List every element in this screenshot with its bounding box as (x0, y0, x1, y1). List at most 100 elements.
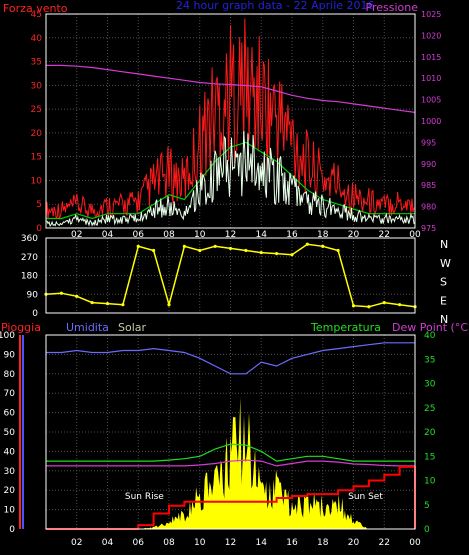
wind-y-tick: 0 (36, 224, 42, 234)
x-tick-label: 00 (409, 538, 421, 548)
wind-direction-point (367, 305, 371, 309)
wind-left-axis: 0 5 10 15 20 25 30 35 40 45 (31, 10, 43, 234)
x-tick-label: 06 (133, 538, 145, 548)
climate-y-tick: 80 (4, 370, 16, 380)
wind-direction-point (275, 252, 279, 256)
wind-y-tick: 25 (31, 105, 42, 115)
wind-series-2 (45, 130, 416, 227)
direction-frame (45, 237, 416, 314)
x-tick-label: 22 (379, 230, 390, 240)
wind-direction-point (198, 248, 202, 253)
wind-frame (45, 13, 416, 229)
compass-label: S (440, 276, 447, 289)
temperature-y-tick: 5 (424, 501, 430, 511)
pressure-y-tick: 995 (421, 138, 436, 147)
wind-direction-point (321, 244, 325, 248)
climate-y-tick: 30 (4, 467, 16, 477)
rain-line (46, 465, 416, 530)
climate-right-axis: 0 5 10 15 20 25 30 35 40 (424, 331, 436, 535)
direction-series (44, 242, 417, 309)
temperature-line (46, 443, 415, 462)
compass-label: W (440, 257, 451, 270)
x-tick-label: 16 (286, 538, 298, 548)
temperature-y-tick: 0 (424, 525, 430, 535)
direction-y-tick: 180 (21, 272, 38, 282)
x-tick-label: 14 (256, 538, 268, 548)
wind-direction-point (121, 303, 125, 307)
direction-y-tick: 270 (21, 253, 38, 263)
pressure-axis-label: Pressione (366, 1, 419, 14)
wind-direction-point (59, 291, 63, 295)
climate-y-tick: 40 (4, 447, 16, 457)
chart-title: 24 hour graph data - 22 Aprile 2016 (176, 0, 375, 12)
climate-y-tick: 10 (4, 506, 16, 516)
climate-y-tick: 70 (4, 389, 16, 399)
direction-left-axis: 0 90 180 270 360 (21, 234, 38, 319)
climate-y-tick: 20 (4, 486, 16, 496)
wind-direction-point (90, 300, 94, 305)
wind-series (45, 18, 416, 227)
pressure-y-tick: 990 (421, 160, 436, 169)
wind-direction-point (382, 300, 386, 305)
wind-y-tick: 5 (36, 200, 42, 210)
wind-direction-point (105, 302, 110, 306)
wind-direction-point (75, 294, 79, 298)
wind-average-line (46, 141, 415, 220)
rain-label: Pioggia (1, 321, 41, 334)
pressure-y-tick: 985 (421, 181, 436, 190)
pressure-y-tick: 1005 (421, 96, 441, 105)
x-tick-label: 04 (102, 538, 114, 548)
temperature-y-tick: 35 (424, 355, 435, 365)
temperature-y-tick: 10 (424, 477, 436, 487)
x-tick-label: 08 (163, 538, 175, 548)
x-tick-label: 20 (348, 230, 360, 240)
wind-direction-point (152, 248, 156, 253)
x-tick-label: 12 (225, 538, 236, 548)
wind-y-tick: 35 (31, 58, 42, 68)
wind-y-tick: 45 (31, 10, 42, 20)
climate-series (46, 342, 416, 530)
x-tick-label: 12 (225, 230, 236, 240)
pressure-y-tick: 980 (421, 203, 436, 212)
wind-y-tick: 20 (31, 129, 43, 139)
wind-y-tick: 40 (31, 34, 43, 44)
climate-y-tick: 100 (0, 331, 15, 341)
pressure-y-tick: 1020 (421, 31, 441, 40)
temperature-y-tick: 15 (424, 452, 435, 462)
solar-label: Solar (118, 321, 147, 334)
x-tick-label: 14 (256, 230, 268, 240)
wind-y-tick: 15 (31, 153, 42, 163)
wind-speed-axis-label: Forza vento (3, 2, 68, 15)
wind-direction-point (182, 244, 186, 248)
compass-label: N (440, 313, 448, 326)
temperature-y-tick: 30 (424, 380, 436, 390)
x-tick-label: 02 (71, 230, 82, 240)
climate-frame (45, 334, 416, 530)
sun-set-annotation: Sun Set (348, 492, 383, 502)
x-tick-label: 08 (163, 230, 175, 240)
wind-direction-point (290, 253, 294, 257)
x-tick-label: 00 (409, 230, 421, 240)
solar-area (46, 397, 415, 529)
temperature-label: Temperatura (310, 321, 381, 334)
x-tick-label: 18 (317, 538, 329, 548)
temperature-y-tick: 25 (424, 404, 435, 414)
pressure-y-tick: 1015 (421, 53, 441, 62)
direction-y-tick: 90 (27, 290, 39, 300)
wind-direction-point (228, 246, 233, 251)
pressure-right-axis: 975 980 985 990 995 1000 1005 1010 1015 1020 1025 (421, 10, 441, 233)
x-tick-label: 10 (194, 538, 206, 548)
pressure-y-tick: 1010 (421, 74, 441, 83)
direction-y-tick: 360 (21, 234, 38, 244)
climate-y-tick: 60 (4, 409, 16, 419)
climate-y-tick: 90 (4, 350, 16, 360)
wind-direction-point (244, 248, 248, 253)
wind-direction-point (305, 242, 309, 246)
climate-x-axis: 02 04 06 08 10 12 14 16 18 20 22 00 (71, 538, 421, 548)
wind-direction-point (213, 244, 217, 248)
pressure-y-tick: 1025 (421, 10, 441, 19)
